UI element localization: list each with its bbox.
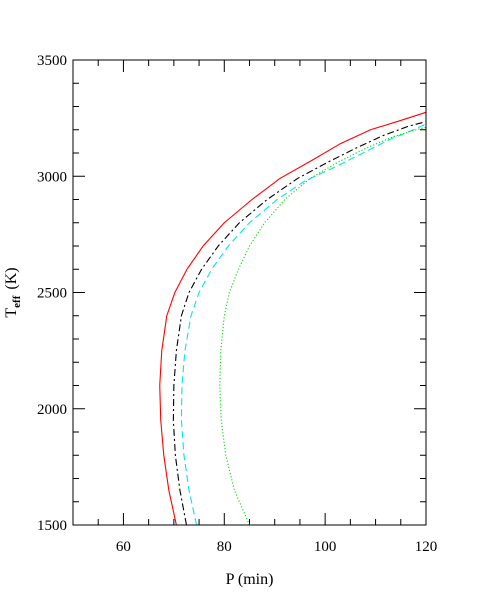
y-axis-label-symbol: T [3,308,20,318]
y-tick-label: 3000 [37,169,67,185]
series-line-3 [180,123,427,526]
x-tick-label: 60 [116,539,131,555]
y-axis-label-subscript: eff [11,295,23,308]
x-tick-label: 120 [415,539,438,555]
axis-ticks [72,59,427,526]
series-line-4 [219,126,427,526]
y-tick-label: 1500 [37,518,67,534]
x-tick-label: 80 [217,539,232,555]
y-tick-label: 3500 [37,53,67,69]
plot-frame [72,59,427,526]
y-axis-label: Teff (K) [3,267,23,317]
tick-labels: 60 80 100 120 1500 2000 2500 3000 3500 [37,53,437,555]
series-line-1 [159,111,427,526]
series-line-2 [172,121,427,526]
x-axis-label: P (min) [226,571,274,588]
y-axis-label-unit: (K) [3,267,20,289]
y-tick-label: 2000 [37,402,67,418]
series-group [159,111,427,526]
x-tick-label: 100 [314,539,337,555]
y-tick-label: 2500 [37,286,67,302]
